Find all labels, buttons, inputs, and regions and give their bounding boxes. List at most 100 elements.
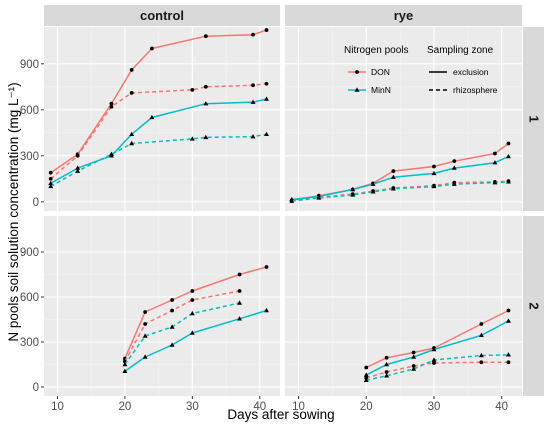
legend-title-sampling-zone: Sampling zone — [427, 45, 494, 56]
panel-background — [44, 27, 280, 211]
data-point-MinN-exclusion — [431, 170, 437, 176]
panel-background — [285, 216, 522, 396]
data-point-MinN-rhizosphere — [478, 352, 484, 358]
data-point-MinN-exclusion — [142, 354, 148, 359]
legend: Nitrogen pools DON MinN Sampling zone exclus… — [344, 45, 498, 95]
data-point-MinN-exclusion — [203, 101, 209, 106]
axes-layer: 0 300 600 900 0 300 600 900 10 20 30 40 10 20 30 40 — [20, 59, 508, 413]
data-point-MinN-exclusion — [149, 114, 155, 120]
data-point-DON-exclusion — [479, 322, 484, 326]
data-point-DON-exclusion — [264, 265, 269, 269]
data-point-DON-exclusion — [391, 169, 396, 174]
data-point-MinN-rhizosphere — [451, 181, 457, 186]
data-point-DON-rhizosphere — [129, 91, 134, 95]
data-point-DON-rhizosphere — [506, 360, 511, 365]
data-point-MinN-exclusion — [189, 330, 195, 335]
x-tick-label: 30 — [186, 401, 199, 413]
data-point-MinN-rhizosphere — [363, 377, 369, 382]
data-point-MinN-rhizosphere — [169, 324, 175, 329]
x-tick-label: 10 — [51, 401, 64, 413]
panels-layer — [44, 27, 522, 396]
data-point-DON-rhizosphere — [170, 308, 175, 313]
legend-label-rhizosphere: rhizosphere — [453, 85, 498, 95]
data-point-DON-exclusion — [493, 151, 497, 156]
data-point-DON-rhizosphere — [251, 83, 255, 88]
series-line-control-1-DON-rhizosphere — [50, 82, 267, 180]
facet-strips: control rye 1 2 — [44, 5, 544, 396]
data-point-MinN-rhizosphere — [129, 140, 135, 146]
data-point-MinN-exclusion — [411, 354, 417, 359]
x-tick-label: 20 — [360, 401, 373, 413]
data-point-MinN-exclusion — [505, 318, 511, 323]
data-point-DON-rhizosphere — [264, 81, 269, 86]
data-point-MinN-exclusion — [478, 332, 484, 337]
data-point-DON-exclusion — [506, 141, 511, 146]
data-point-DON-rhizosphere — [48, 176, 53, 181]
data-point-DON-rhizosphere — [237, 289, 242, 293]
legend-label-exclusion: exclusion — [453, 67, 489, 77]
legend-label-MinN: MinN — [371, 85, 391, 95]
series-line-control-2-DON-exclusion — [124, 266, 267, 359]
data-point-DON-rhizosphere — [143, 322, 148, 326]
data-point-MinN-rhizosphere — [431, 183, 437, 189]
legend-label-DON: DON — [371, 67, 390, 77]
column-strip-label-control: control — [140, 8, 184, 23]
data-point-DON-exclusion — [143, 310, 148, 314]
data-point-DON-exclusion — [237, 272, 242, 277]
series-line-rye-1-DON-rhizosphere — [291, 180, 509, 202]
legend-title-nitrogen-pools: Nitrogen pools — [344, 45, 408, 56]
y-tick-label: 600 — [20, 105, 39, 117]
series-line-control-1-MinN-rhizosphere — [50, 133, 267, 188]
series-line-control-1-DON-exclusion — [50, 29, 267, 174]
data-point-DON-exclusion — [203, 34, 208, 39]
row-strip-label-2: 2 — [527, 302, 542, 309]
data-point-DON-exclusion — [384, 355, 389, 360]
data-point-MinN-rhizosphere — [237, 300, 243, 305]
data-point-DON-exclusion — [432, 164, 436, 169]
data-point-MinN-rhizosphere — [250, 134, 256, 139]
x-tick-label: 20 — [119, 401, 132, 413]
series-layer — [48, 28, 511, 382]
data-point-MinN-rhizosphere — [370, 189, 376, 194]
data-point-DON-exclusion — [149, 46, 154, 51]
data-point-MinN-rhizosphere — [203, 134, 209, 140]
row-strip-2 — [523, 216, 544, 396]
y-tick-label: 600 — [20, 292, 39, 304]
data-point-DON-rhizosphere — [384, 370, 389, 374]
data-point-MinN-exclusion — [250, 99, 256, 104]
data-point-DON-exclusion — [264, 28, 269, 32]
data-point-MinN-rhizosphere — [122, 361, 128, 367]
data-point-MinN-rhizosphere — [384, 373, 390, 378]
row-strip-label-1: 1 — [527, 115, 542, 122]
data-point-DON-exclusion — [411, 350, 416, 355]
data-point-DON-rhizosphere — [190, 87, 195, 92]
x-tick-label: 40 — [253, 401, 266, 413]
panel-background — [285, 27, 522, 211]
data-point-MinN-rhizosphere — [505, 179, 511, 184]
data-point-MinN-exclusion — [492, 160, 498, 165]
data-point-MinN-exclusion — [129, 131, 135, 137]
y-tick-label: 0 — [33, 197, 39, 209]
data-point-MinN-rhizosphere — [411, 366, 417, 371]
data-point-DON-exclusion — [452, 159, 457, 164]
data-point-MinN-rhizosphere — [350, 192, 356, 197]
data-point-MinN-exclusion — [237, 316, 243, 321]
data-point-MinN-exclusion — [350, 186, 356, 192]
column-strip-rye — [285, 5, 522, 26]
row-strip-1 — [523, 27, 544, 211]
series-line-rye-2-MinN-exclusion — [365, 320, 509, 376]
data-point-DON-exclusion — [364, 365, 369, 370]
data-point-DON-exclusion — [506, 308, 511, 313]
data-point-MinN-rhizosphere — [189, 136, 195, 141]
data-point-MinN-exclusion — [384, 361, 390, 367]
data-point-MinN-exclusion — [370, 181, 376, 186]
data-point-MinN-rhizosphere — [505, 352, 511, 357]
y-tick-label: 900 — [20, 247, 39, 259]
data-point-DON-rhizosphere — [432, 361, 436, 365]
data-point-DON-exclusion — [190, 289, 195, 293]
data-point-DON-rhizosphere — [75, 153, 80, 158]
y-tick-label: 300 — [20, 337, 39, 349]
data-point-DON-rhizosphere — [479, 360, 484, 365]
y-tick-label: 900 — [20, 59, 39, 71]
